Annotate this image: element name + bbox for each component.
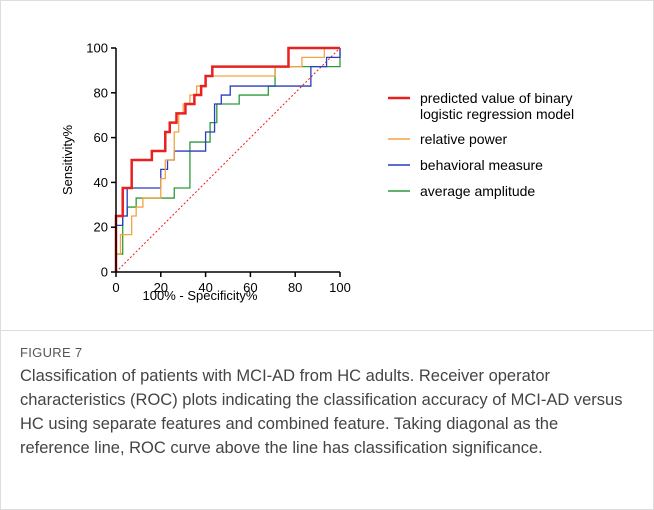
y-tick-label: 0: [101, 265, 108, 280]
x-tick-label: 0: [112, 280, 119, 295]
y-tick-label: 60: [94, 130, 108, 145]
y-tick-label: 20: [94, 220, 108, 235]
figure-caption: Classification of patients with MCI-AD f…: [20, 367, 623, 457]
roc-curve: [114, 46, 340, 272]
x-tick-label: 60: [243, 280, 257, 295]
legend-label: relative power: [420, 131, 508, 147]
y-axis-label: Sensitivity%: [60, 125, 75, 196]
x-tick-label: 100: [329, 280, 351, 295]
chart: 100% - Specificity% Sensitivity% 0 20 40 60…: [60, 41, 410, 303]
legend-label: predicted value of binary logistic regre…: [420, 90, 575, 122]
x-tick-label: 80: [288, 280, 302, 295]
legend-label: average amplitude: [420, 183, 536, 199]
y-tick-label: 40: [94, 175, 108, 190]
legend-label: behavioral measure: [420, 157, 543, 173]
x-tick-label: 40: [198, 280, 212, 295]
y-tick-label: 80: [94, 85, 108, 100]
roc-curve: [115, 47, 340, 272]
y-tick-label: 100: [86, 41, 108, 56]
separator: [1, 330, 653, 331]
roc-curve: [115, 48, 341, 272]
figure-label: FIGURE 7: [20, 345, 83, 360]
x-axis-label: 100% - Specificity%: [143, 288, 258, 303]
x-tick-label: 20: [154, 280, 168, 295]
reference-line: [115, 47, 341, 273]
